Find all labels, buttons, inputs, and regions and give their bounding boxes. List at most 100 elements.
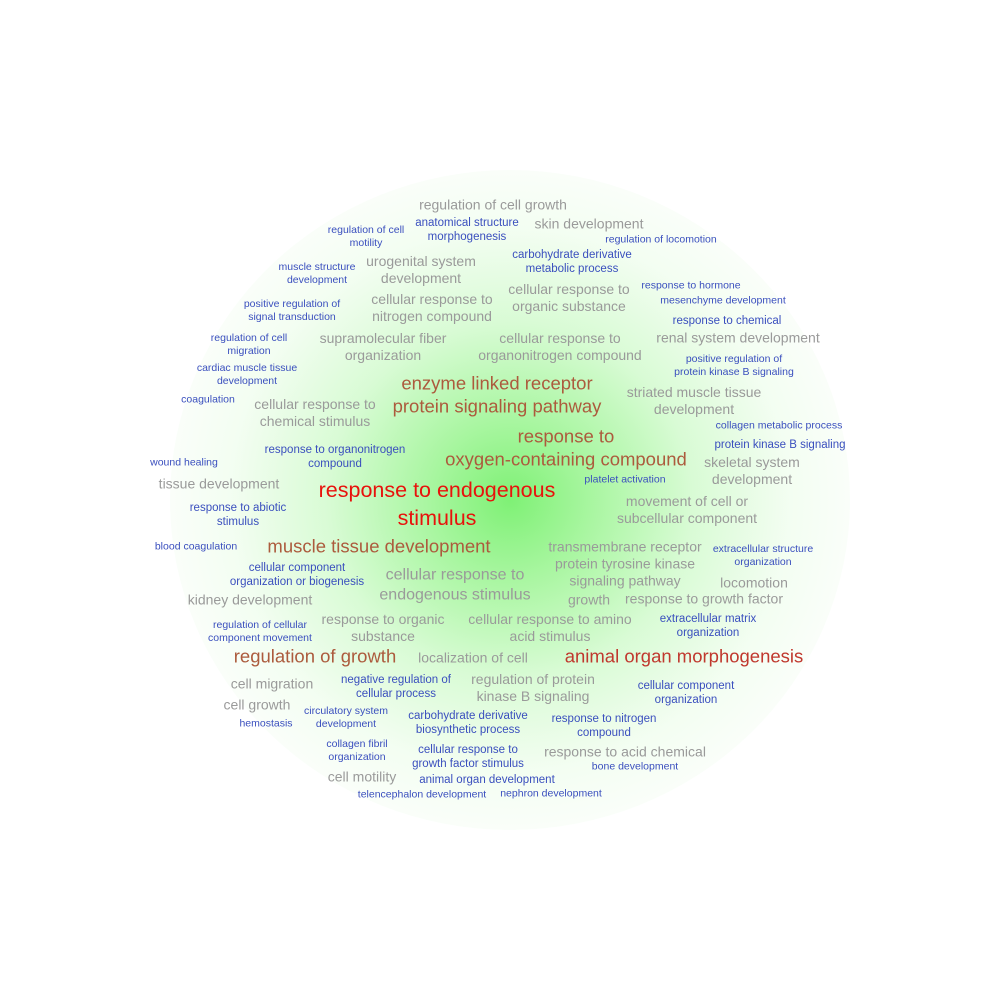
term-line: organization [654, 694, 718, 706]
term-positive-regulation-of-protein-kinase-b-signaling: positive regulation of protein kinase B s… [674, 353, 794, 379]
term-cardiac-muscle-tissue-development: cardiac muscle tissue development [197, 362, 297, 388]
term-line: regulation of cellular [213, 619, 307, 632]
term-carbohydrate-derivative-biosynthetic-process: carbohydrate derivative biosynthetic proc… [408, 709, 528, 737]
term-line: biosynthetic process [415, 724, 521, 736]
term-line: regulation of cell [327, 224, 405, 237]
term-line: response to organonitrogen [264, 443, 406, 456]
term-line: cell growth [223, 696, 291, 713]
term-anatomical-structure-morphogenesis: anatomical structure morphogenesis [415, 216, 519, 244]
term-locomotion: locomotion [720, 574, 788, 591]
term-line: stimulus [216, 516, 260, 528]
term-line: cellular response to amino [468, 610, 632, 627]
term-line: transmembrane receptor [548, 538, 702, 555]
term-line: regulation of cell [210, 332, 288, 345]
term-line: kidney development [187, 591, 313, 608]
term-response-to-hormone: response to hormone [641, 280, 740, 293]
term-bone-development: bone development [592, 761, 678, 774]
term-line: regulation of cell growth [419, 196, 567, 213]
term-response-to-growth-factor: response to growth factor [625, 590, 783, 607]
term-line: carbohydrate derivative [408, 709, 528, 722]
term-line: supramolecular fiber [319, 329, 447, 346]
term-carbohydrate-derivative-metabolic-process: carbohydrate derivative metabolic process [512, 248, 632, 276]
term-regulation-of-growth: regulation of growth [234, 646, 397, 669]
term-line: development [653, 401, 735, 417]
term-line: signaling pathway [569, 572, 681, 589]
term-line: skeletal system [704, 453, 800, 470]
term-line: protein kinase B signaling [674, 366, 794, 378]
term-line: response to growth factor [625, 590, 783, 607]
term-line: wound healing [150, 456, 218, 469]
term-negative-regulation-of-cellular-process: negative regulation of cellular process [341, 673, 451, 701]
term-line: response to hormone [641, 279, 741, 292]
term-line: extracellular structure [712, 543, 814, 556]
term-response-to-organic-substance: response to organic substance [322, 611, 445, 645]
term-cell-motility: cell motility [328, 768, 396, 785]
term-line: component movement [208, 632, 312, 644]
term-line: locomotion [720, 574, 788, 591]
term-transmembrane-receptor-protein-tyrosine-kinase-signaling-pathway: transmembrane receptor protein tyrosine k… [548, 538, 701, 589]
term-renal-system-development: renal system development [656, 329, 819, 346]
term-line: tissue development [158, 475, 280, 492]
term-line: localization of cell [418, 649, 528, 666]
term-line: response to abiotic [189, 501, 287, 514]
term-regulation-of-cellular-component-movement: regulation of cellular component movement [208, 619, 312, 645]
term-line: collagen metabolic process [715, 419, 843, 432]
term-cellular-response-to-organonitrogen-compound: cellular response to organonitrogen compo… [478, 330, 641, 364]
term-response-to-endogenous-stimulus: response to endogenous stimulus [319, 477, 556, 533]
term-line: metabolic process [525, 263, 619, 275]
term-line: platelet activation [584, 473, 666, 486]
term-line: nitrogen compound [372, 308, 492, 324]
term-animal-organ-morphogenesis: animal organ morphogenesis [565, 646, 804, 669]
term-movement-of-cell-or-subcellular-component: movement of cell or subcellular component [617, 493, 757, 527]
term-extracellular-matrix-organization: extracellular matrix organization [660, 612, 757, 640]
term-line: organization [676, 627, 740, 639]
term-line: circulatory system [303, 705, 389, 718]
term-collagen-fibril-organization: collagen fibril organization [326, 738, 387, 764]
term-line: positive regulation of [243, 298, 341, 311]
term-wound-healing: wound healing [150, 457, 218, 470]
term-line: growth [567, 591, 611, 608]
term-line: cellular component [637, 679, 735, 692]
term-line: coagulation [181, 393, 235, 406]
term-line: extracellular matrix [659, 612, 757, 625]
term-line: cellular response to [499, 329, 621, 346]
term-cellular-response-to-chemical-stimulus: cellular response to chemical stimulus [254, 396, 375, 430]
term-line: cellular response to [508, 280, 630, 297]
term-line: growth factor stimulus [412, 758, 524, 770]
term-line: cellular response to [418, 743, 518, 756]
term-line: cellular process [356, 688, 436, 700]
term-line: protein tyrosine kinase [554, 555, 696, 572]
term-line: subcellular component [616, 510, 758, 526]
term-cell-migration: cell migration [231, 675, 313, 692]
term-line: renal system development [656, 329, 820, 346]
term-coagulation: coagulation [181, 394, 235, 407]
term-line: cell migration [230, 675, 314, 692]
term-extracellular-structure-organization: extracellular structure organization [713, 543, 813, 569]
term-cellular-response-to-organic-substance: cellular response to organic substance [508, 281, 629, 315]
term-urogenital-system-development: urogenital system development [366, 253, 476, 287]
term-line: kinase B signaling [476, 688, 590, 704]
term-enzyme-linked-receptor-protein-signaling-pathway: enzyme linked receptor protein signaling … [393, 372, 602, 417]
term-regulation-of-protein-kinase-b-signaling: regulation of protein kinase B signaling [471, 671, 595, 705]
term-line: organization [734, 556, 792, 568]
term-line: hemostasis [239, 717, 293, 730]
term-line: response to chemical [672, 314, 782, 327]
term-line: animal organ morphogenesis [564, 645, 804, 667]
term-hemostasis: hemostasis [239, 718, 292, 731]
term-line: cellular response to [371, 290, 493, 307]
term-growth: growth [568, 591, 610, 608]
term-line: anatomical structure [415, 216, 519, 229]
term-line: regulation of locomotion [605, 233, 717, 246]
term-line: regulation of protein [471, 670, 595, 687]
term-line: organonitrogen compound [478, 347, 642, 363]
term-line: organization [328, 751, 386, 763]
term-line: response to endogenous [318, 478, 556, 503]
term-cellular-component-organization-or-biogenesis: cellular component organization or biogen… [230, 561, 364, 589]
term-regulation-of-cell-migration: regulation of cell migration [211, 332, 287, 358]
term-line: motility [349, 237, 383, 249]
term-line: skin development [534, 215, 644, 232]
term-cellular-response-to-nitrogen-compound: cellular response to nitrogen compound [371, 291, 492, 325]
term-line: collagen fibril [326, 738, 388, 751]
term-line: bone development [591, 760, 679, 773]
term-nephron-development: nephron development [500, 788, 602, 801]
